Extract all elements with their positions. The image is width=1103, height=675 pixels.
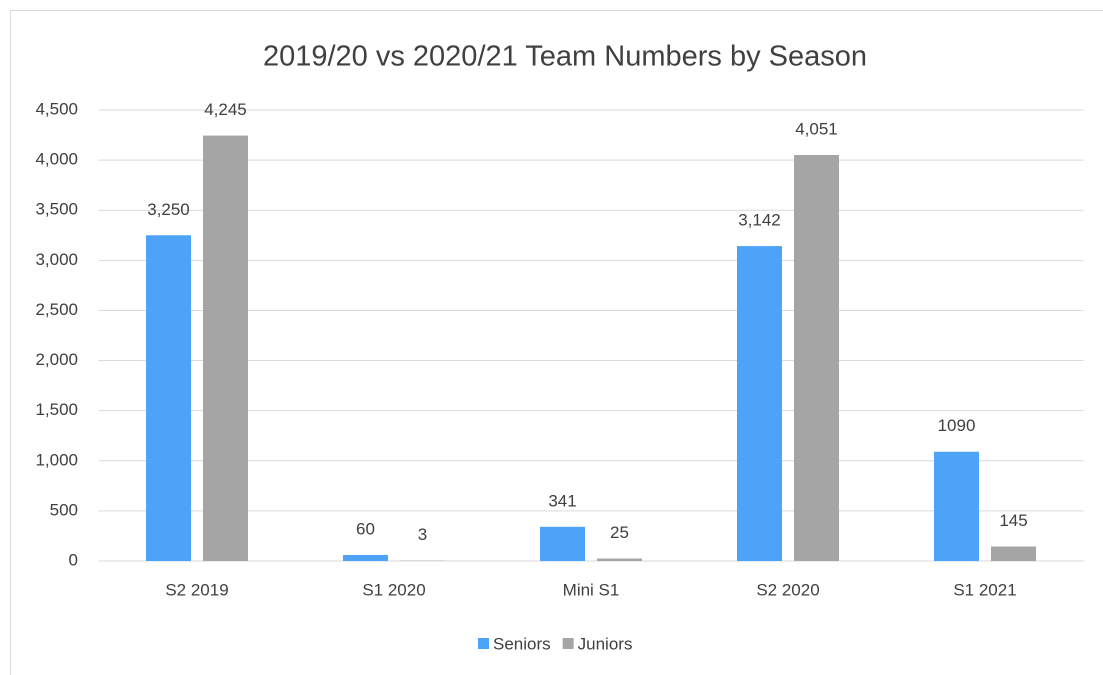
bar <box>597 558 642 561</box>
bar <box>146 235 191 561</box>
y-tick-label: 1,500 <box>35 400 78 419</box>
data-label: 3,250 <box>147 200 190 219</box>
x-tick-label: S2 2019 <box>165 580 228 599</box>
x-tick-label: S1 2021 <box>953 580 1016 599</box>
data-label: 3,142 <box>738 211 781 230</box>
y-tick-label: 500 <box>50 500 78 519</box>
data-label: 25 <box>610 523 629 542</box>
data-label: 3 <box>418 525 427 544</box>
y-tick-label: 2,000 <box>35 350 78 369</box>
chart-border <box>10 10 1103 675</box>
y-tick-label: 0 <box>69 550 78 569</box>
data-label: 4,051 <box>795 119 838 138</box>
data-label: 1090 <box>938 416 976 435</box>
bar <box>934 451 979 561</box>
bar <box>540 526 585 561</box>
legend-label: Seniors <box>493 634 551 653</box>
x-tick-label: S2 2020 <box>756 580 819 599</box>
y-tick-label: 4,500 <box>35 99 78 118</box>
legend-label: Juniors <box>578 634 633 653</box>
bar <box>991 546 1036 561</box>
y-tick-label: 4,000 <box>35 150 78 169</box>
data-label: 145 <box>999 511 1027 530</box>
bar <box>794 154 839 562</box>
legend-swatch <box>562 638 574 649</box>
x-tick-label: Mini S1 <box>563 580 620 599</box>
bar <box>203 135 248 561</box>
y-tick-label: 3,500 <box>35 200 78 219</box>
x-tick-label: S1 2020 <box>362 580 425 599</box>
data-label: 60 <box>356 519 375 538</box>
data-label: 4,245 <box>204 100 247 119</box>
y-tick-label: 3,000 <box>35 250 78 269</box>
chart-title: 2019/20 vs 2020/21 Team Numbers by Seaso… <box>263 41 867 73</box>
y-tick-label: 2,500 <box>35 300 78 319</box>
data-label: 341 <box>548 491 576 510</box>
bar <box>343 554 388 561</box>
bar <box>737 246 782 561</box>
legend-swatch <box>478 638 489 649</box>
y-tick-label: 1,000 <box>35 450 78 469</box>
